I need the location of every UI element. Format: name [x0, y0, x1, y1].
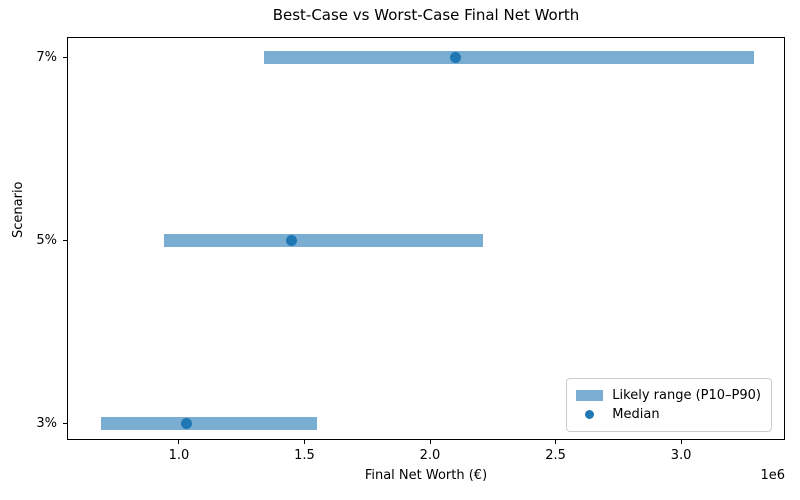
- x-tick-label: 2.0: [419, 448, 441, 463]
- y-tick-label: 7%: [36, 49, 57, 65]
- median-dot: [449, 52, 461, 64]
- x-axis-label: Final Net Worth (€): [364, 468, 488, 483]
- x-tick-mark: [555, 440, 557, 444]
- median-dot: [286, 235, 298, 247]
- y-tick-label: 5%: [36, 232, 57, 248]
- legend-item-median: Median: [576, 405, 761, 424]
- x-tick-mark: [303, 440, 305, 444]
- legend: Likely range (P10–P90) Median: [566, 378, 772, 432]
- range-bar: [101, 417, 318, 431]
- x-axis-offset-label: 1e6: [760, 468, 785, 483]
- x-tick-label: 3.0: [670, 448, 692, 463]
- y-axis-label: Scenario: [11, 181, 26, 238]
- x-tick-mark: [680, 440, 682, 444]
- x-tick-mark: [429, 440, 431, 444]
- median-dot: [180, 418, 192, 430]
- y-tick-label: 3%: [36, 415, 57, 431]
- range-bar: [163, 234, 483, 248]
- median-dot-swatch-color: [585, 410, 595, 419]
- y-tick-mark: [63, 57, 67, 59]
- x-tick-label: 2.5: [545, 448, 566, 463]
- median-dot-swatch: [576, 410, 603, 419]
- legend-label-median: Median: [612, 407, 660, 422]
- x-tick-mark: [178, 440, 180, 444]
- y-tick-mark: [63, 240, 67, 242]
- legend-item-range: Likely range (P10–P90): [576, 386, 761, 405]
- y-tick-mark: [63, 423, 67, 425]
- legend-label-range: Likely range (P10–P90): [612, 388, 761, 403]
- range-bar-swatch-color: [576, 390, 604, 401]
- plot-area: 1.0 1.5 2.0 2.5 3.0 3% 5% 7% Likely range (P10–…: [36, 37, 785, 463]
- x-tick-label: 1.0: [168, 448, 190, 463]
- range-bar: [264, 51, 754, 65]
- chart-title: Best-Case vs Worst-Case Final Net Worth: [272, 6, 580, 24]
- range-bar-swatch: [576, 390, 604, 401]
- x-tick-label: 1.5: [294, 448, 315, 463]
